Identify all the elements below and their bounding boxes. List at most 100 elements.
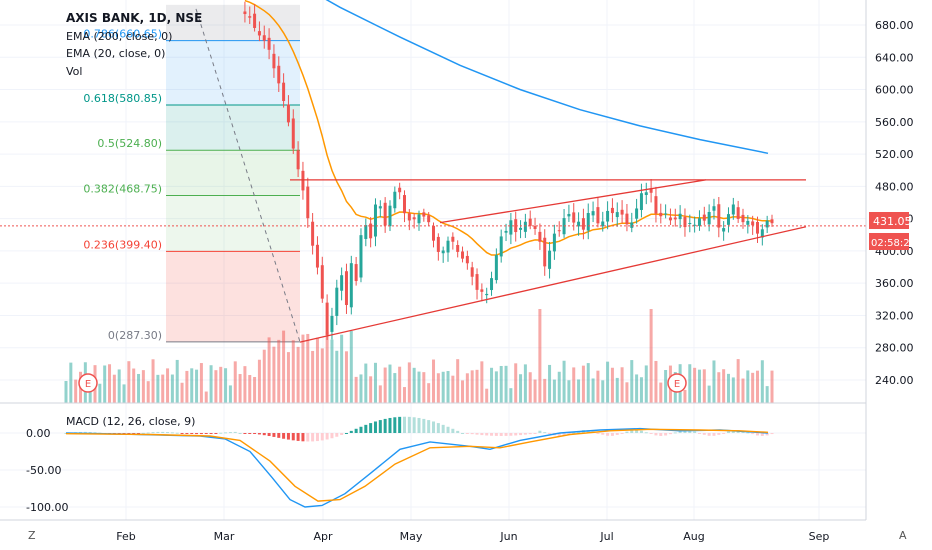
fib-trend-line (195, 8, 301, 342)
volume-bar (717, 372, 721, 403)
ema200-legend[interactable]: EMA (200, close, 0) (66, 30, 172, 43)
volume-bar (480, 361, 484, 403)
macd-histogram-bar (538, 430, 542, 433)
volume-bar (373, 362, 377, 403)
volume-bar (170, 374, 174, 403)
macd-histogram-bar (359, 426, 363, 433)
macd-legend[interactable]: MACD (12, 26, close, 9) (66, 415, 195, 428)
volume-legend[interactable]: Vol (66, 65, 82, 78)
candle-body (543, 237, 547, 267)
macd-histogram-bar (673, 432, 677, 434)
candle-body (354, 264, 358, 282)
volume-bar (378, 385, 382, 403)
month-tick-label: Mar (214, 530, 235, 543)
volume-bar (369, 376, 373, 403)
macd-histogram-bar (233, 431, 237, 433)
macd-tick-label: 0.00 (26, 427, 51, 440)
fib-label: 0(287.30) (108, 329, 162, 342)
volume-bar (185, 370, 189, 403)
macd-histogram-bar (760, 433, 764, 436)
macd-tick-label: -50.00 (26, 464, 61, 477)
volume-bar (451, 375, 455, 403)
volume-bar (427, 383, 431, 403)
macd-histogram-bar (127, 433, 131, 434)
signal-line (65, 428, 769, 502)
candle-body (335, 287, 339, 316)
macd-histogram-bar (214, 433, 218, 434)
ema20-legend[interactable]: EMA (20, close, 0) (66, 47, 165, 60)
grid (0, 0, 866, 520)
volume-bar (702, 369, 706, 403)
fib-label: 0.382(468.75) (83, 182, 162, 195)
volume-bar (741, 378, 745, 403)
volume-bar (214, 370, 218, 403)
candle-body (586, 213, 590, 231)
macd-histogram-bar (596, 433, 600, 434)
candle-body (291, 118, 295, 149)
fib-zone (166, 251, 300, 342)
volume-bar (751, 372, 755, 403)
candle-body (697, 218, 701, 226)
macd-histogram-bar (170, 432, 174, 434)
candle-body (451, 236, 455, 242)
candle-body (262, 35, 266, 41)
macd-histogram-bar (475, 433, 479, 435)
volume-bar (722, 369, 726, 403)
candle-body (286, 104, 290, 123)
volume-bar (514, 363, 518, 403)
volume-bar (494, 371, 498, 403)
macd-histogram-bar (572, 432, 576, 434)
volume-bar (277, 339, 281, 403)
earnings-marker-label: E (85, 379, 91, 390)
macd-histogram-bar (175, 432, 179, 434)
macd-histogram-bar (548, 433, 552, 434)
macd-histogram-bar (659, 433, 663, 436)
volume-bar (340, 334, 344, 403)
candle-body (388, 205, 392, 227)
candle-body (306, 186, 310, 219)
volume-bar (432, 359, 436, 403)
volume-bar (325, 331, 329, 403)
volume-bar (156, 374, 160, 403)
volume-bar (364, 363, 368, 403)
candle-body (325, 302, 329, 335)
volume-bar (69, 362, 73, 403)
volume-bar (456, 359, 460, 403)
macd-histogram-bar (209, 433, 213, 434)
candle-body (267, 37, 271, 50)
volume-bar (465, 373, 469, 403)
candle-body (654, 196, 658, 214)
macd-histogram-bar (519, 433, 523, 436)
candle-body (393, 191, 397, 209)
macd-histogram-bar (615, 433, 619, 435)
volume-bar (610, 367, 614, 403)
macd-histogram-bar (190, 433, 194, 434)
volume-bar (490, 367, 494, 403)
volume-bar (760, 360, 764, 403)
auto-scale-button[interactable]: A (899, 529, 907, 542)
candle-body (373, 204, 377, 237)
macd-histogram-bar (204, 433, 208, 434)
volume-bar (282, 330, 286, 403)
candle-body (311, 221, 315, 246)
candle-body (659, 212, 663, 217)
candle-body (722, 228, 726, 232)
candle-body (480, 289, 484, 292)
volume-bar (422, 372, 426, 403)
candle-body (760, 229, 764, 238)
macd-histogram-bar (586, 430, 590, 433)
macd-histogram-bar (243, 433, 247, 434)
price-tick-label: 520.00 (875, 148, 914, 161)
volume-bar (417, 371, 421, 403)
zoom-button[interactable]: Z (28, 529, 36, 542)
macd-histogram-bar (330, 433, 334, 439)
candle-body (751, 221, 755, 226)
candle-body (509, 220, 513, 235)
macd-histogram-bar (373, 421, 377, 433)
month-tick-label: Feb (116, 530, 135, 543)
candle-body (344, 271, 348, 305)
candle-body (528, 218, 532, 226)
macd-histogram-bar (726, 431, 730, 433)
macd-histogram-bar (146, 432, 150, 434)
candle-body (717, 204, 721, 228)
